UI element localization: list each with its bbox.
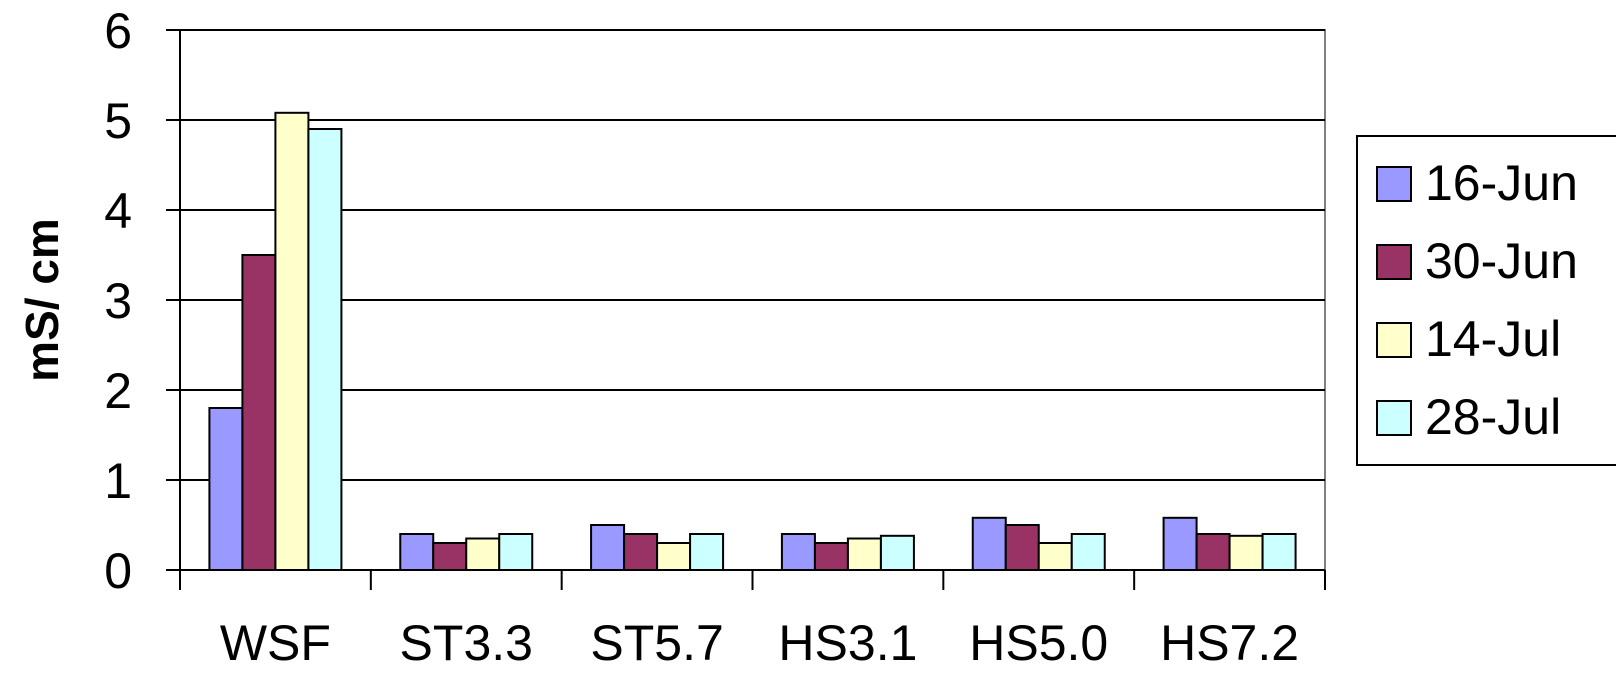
y-tick-label: 5 [104,93,132,149]
bar [846,537,882,571]
legend-swatch [1376,400,1412,436]
bar [1037,542,1073,571]
bar [307,128,343,571]
legend-label: 16-Jun [1425,155,1578,211]
y-tick-label: 2 [104,363,132,419]
x-tick-label: HS7.2 [1160,615,1299,671]
y-axis-title: mS/ cm [16,218,68,382]
y-tick-label: 3 [104,273,132,329]
x-tick-label: HS5.0 [969,615,1108,671]
bar [813,542,849,571]
bar [274,111,310,572]
bar [208,407,244,571]
bar [780,533,816,571]
y-tick-label: 1 [104,453,132,509]
y-axis-ticks: 0 1 2 3 4 5 6 [104,3,180,599]
bar [1261,533,1297,571]
x-tick-label: WSF [220,615,331,671]
bar [498,533,534,571]
x-axis-ticks: WSF ST3.3 ST5.7 HS3.1 HS5.0 HS7.2 [179,570,1326,671]
bar [689,533,725,571]
legend-label: 14-Jul [1425,311,1561,367]
legend-swatch [1376,166,1412,202]
bar [879,534,915,571]
x-tick-label: ST5.7 [590,615,723,671]
bar [432,542,468,571]
bar [971,516,1007,571]
bar [1162,516,1198,571]
x-tick-label: HS3.1 [778,615,917,671]
bar [241,254,277,571]
legend-swatch [1376,322,1412,358]
legend-label: 28-Jul [1425,389,1561,445]
x-tick-label: ST3.3 [400,615,533,671]
y-tick-label: 6 [104,3,132,59]
legend-swatch [1376,244,1412,280]
y-tick-label: 4 [104,183,132,239]
bar [465,537,501,571]
gridlines [180,29,1325,481]
bar [399,533,435,571]
bar [1004,524,1040,571]
bars [208,111,1297,572]
bar [656,542,692,571]
y-tick-label: 0 [104,543,132,599]
legend: 16-Jun 30-Jun 14-Jul 28-Jul [1356,135,1616,466]
bar [1228,534,1264,571]
bar [1070,533,1106,571]
bar [590,524,626,571]
legend-label: 30-Jun [1425,233,1578,289]
bar [623,533,659,571]
bar [1195,533,1231,571]
